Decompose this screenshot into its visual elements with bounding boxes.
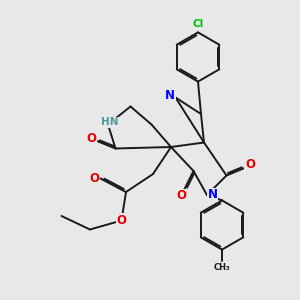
Text: O: O: [176, 189, 187, 202]
Text: N: N: [165, 88, 175, 102]
Text: CH₃: CH₃: [214, 262, 230, 272]
Text: O: O: [245, 158, 255, 172]
Text: N: N: [207, 188, 218, 202]
Text: O: O: [116, 214, 127, 227]
Text: O: O: [89, 172, 99, 185]
Text: Cl: Cl: [192, 19, 204, 29]
Text: HN: HN: [101, 117, 118, 127]
Text: O: O: [86, 131, 97, 145]
